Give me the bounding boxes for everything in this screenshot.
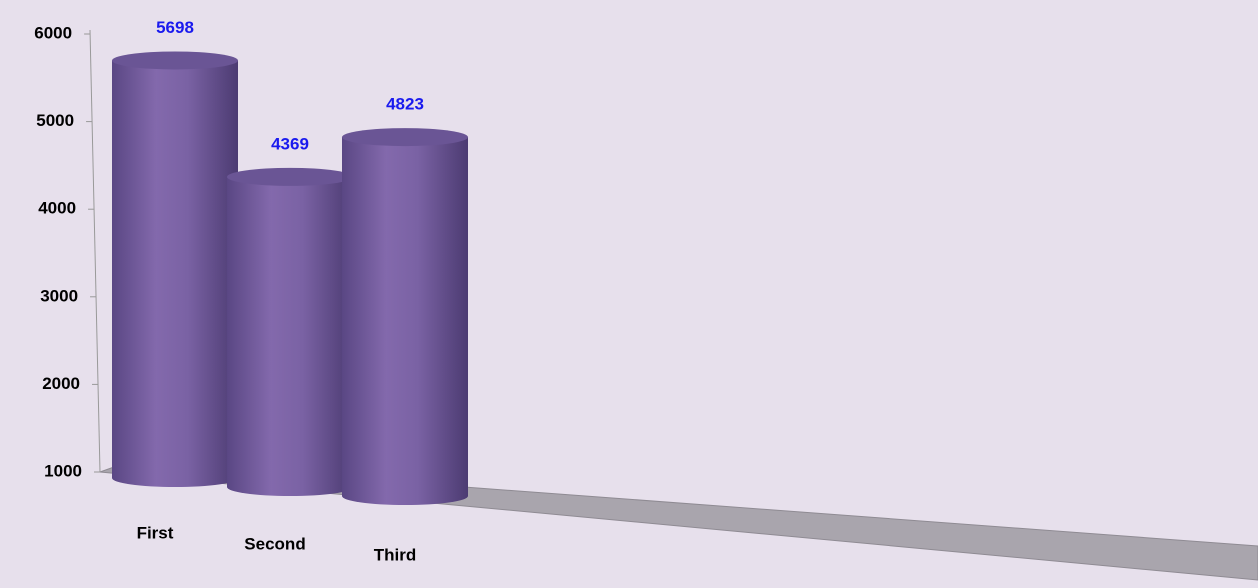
y-tick-label: 5000 [36,111,74,130]
value-label: 5698 [156,18,194,37]
y-axis-line [89,29,101,473]
cylinder-top [112,51,238,70]
cylinder [227,176,353,496]
value-label: 4823 [386,95,424,114]
y-tick-label: 3000 [40,286,78,305]
cylinder [342,137,468,505]
y-tick-label: 4000 [38,199,76,218]
y-tick-label: 1000 [44,461,82,480]
cylinder-top [342,128,468,147]
x-tick-label: First [137,523,174,542]
y-tick-label: 2000 [42,374,80,393]
x-tick-label: Third [374,545,417,564]
x-tick-label: Second [244,534,305,553]
value-label: 4369 [271,134,309,153]
cylinder [112,60,238,487]
y-tick-label: 6000 [34,23,72,42]
cylinder-top [227,167,353,186]
